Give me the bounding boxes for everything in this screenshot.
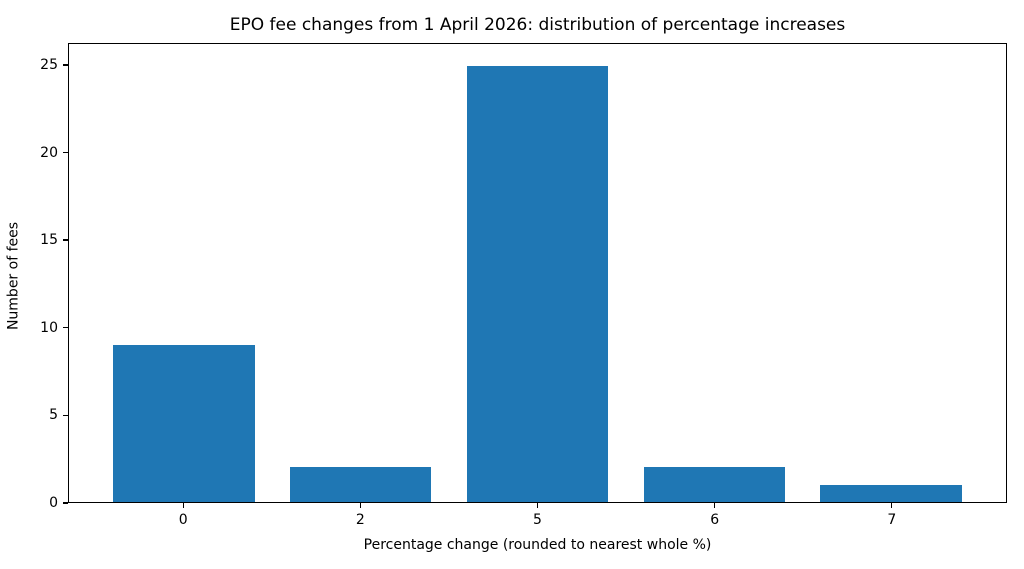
y-tick-label-5: 5	[49, 407, 58, 424]
x-tick-label-7: 7	[887, 512, 897, 528]
y-tick-mark-5	[63, 414, 68, 417]
bar-0	[113, 344, 255, 502]
x-tick-label-2: 2	[355, 512, 365, 528]
plot-area	[68, 43, 1007, 503]
y-tick-label-10: 10	[40, 319, 58, 336]
y-tick-label-20: 20	[40, 144, 58, 161]
bar-6	[643, 467, 785, 502]
x-tick-label-0: 0	[178, 512, 188, 528]
x-tick-label-6: 6	[710, 512, 720, 528]
x-tick-mark-6	[714, 503, 716, 508]
y-tick-mark-20	[63, 151, 68, 154]
x-tick-mark-7	[891, 503, 893, 508]
x-tick-mark-2	[359, 503, 361, 508]
y-tick-mark-25	[63, 64, 68, 66]
bar-7	[820, 484, 962, 502]
y-tick-label-25: 25	[40, 56, 58, 73]
chart-title: EPO fee changes from 1 April 2026: distr…	[229, 15, 846, 35]
y-tick-label-15: 15	[40, 232, 58, 249]
bar-2	[289, 467, 432, 502]
y-tick-mark-15	[63, 239, 68, 241]
y-tick-mark-10	[63, 327, 68, 329]
y-tick-label-0: 0	[49, 495, 58, 511]
x-tick-mark-5	[536, 503, 539, 508]
x-tick-label-5: 5	[533, 512, 542, 528]
x-axis-label: Percentage change (rounded to nearest wh…	[363, 537, 712, 553]
x-tick-mark-0	[182, 503, 184, 508]
bar-5	[466, 65, 609, 502]
y-tick-mark-0	[63, 502, 68, 504]
